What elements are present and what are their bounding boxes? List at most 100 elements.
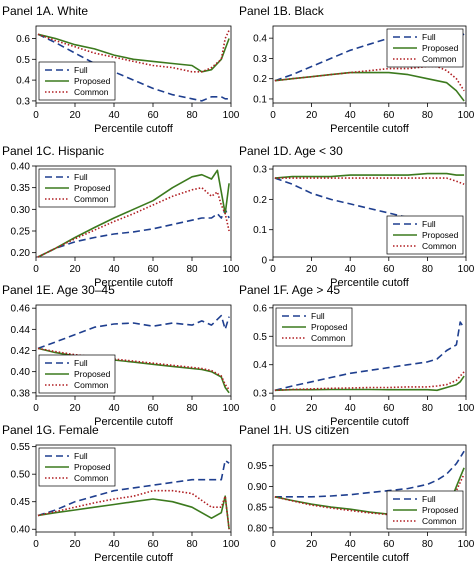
y-tick-label: 0.4 [16,76,30,87]
x-tick-label: 20 [69,110,81,121]
x-tick-label: 0 [33,264,39,275]
series-line-proposed [274,71,465,102]
panel-1: Panel 1A. White 0.3 0.4 0.5 0.6 0 20 40 60 80 100 P… [2,4,240,135]
y-tick-label: 0.5 [16,55,30,66]
y-tick-label: 0.2 [253,195,267,206]
y-tick-label: 0.95 [248,461,268,472]
x-tick-label: 0 [270,403,276,414]
series-line-common [37,186,230,258]
panel-4: Panel 1D. Age < 30 0 0.1 0.2 0.3 0 20 40 60 80 100… [239,144,474,289]
x-tick-label: 60 [147,264,159,275]
x-tick-label: 100 [223,110,240,121]
y-tick-label: 0.3 [16,96,30,107]
x-tick-label: 60 [383,539,395,550]
y-tick-label: 0.40 [11,525,31,536]
panel-title: Panel 1C. Hispanic [2,144,104,158]
x-axis-label: Percentile cutoff [94,277,174,289]
x-tick-label: 20 [306,110,318,121]
panel-title: Panel 1H. US citizen [239,423,349,437]
y-tick-label: 0.6 [253,303,267,314]
x-tick-label: 80 [186,539,198,550]
x-tick-label: 40 [345,539,357,550]
y-tick-label: 0.46 [11,304,31,315]
series-line-full [37,33,230,102]
legend-box [38,61,116,101]
legend-label: Common [422,54,457,64]
x-tick-label: 40 [108,110,120,121]
x-tick-label: 100 [458,539,474,550]
panel-title: Panel 1G. Female [2,423,99,437]
legend-label: Proposed [74,462,111,472]
series-line-common [274,371,465,392]
legend-label: Common [74,87,109,97]
legend-label: Proposed [422,230,459,240]
x-tick-label: 80 [186,264,198,275]
y-tick-label: 0 [261,256,267,267]
y-tick-label: 0.1 [253,94,267,105]
legend-label: Proposed [422,43,459,53]
legend-label: Full [422,32,436,42]
series-line-full [274,321,465,392]
x-tick-label: 100 [223,264,240,275]
y-tick-label: 0.90 [248,482,268,493]
panel-3: Panel 1C. Hispanic 0.20 0.25 0.30 0.35 0.40 0 2… [2,144,240,289]
legend-label: Full [74,172,88,182]
x-tick-label: 60 [383,403,395,414]
series-line-full [274,450,465,498]
y-tick-label: 0.4 [253,360,267,371]
legend-label: Common [422,516,457,526]
legend-label: Proposed [422,505,459,515]
panel-8: Panel 1H. US citizen 0.80 0.85 0.90 0.95 0 20 4… [239,423,474,564]
y-tick-label: 0.80 [248,523,268,534]
x-tick-label: 60 [147,403,159,414]
x-tick-label: 0 [270,539,276,550]
x-tick-label: 100 [458,264,474,275]
series-line-proposed [274,375,465,392]
x-tick-label: 20 [69,264,81,275]
x-tick-label: 100 [223,403,240,414]
panel-2: Panel 1B. Black 0.1 0.2 0.3 0.4 0 20 40 60 80 100 P… [239,4,474,135]
y-tick-label: 0.4 [253,34,267,45]
y-tick-label: 0.42 [11,346,31,357]
y-tick-label: 0.40 [11,367,31,378]
legend-label: Full [74,65,88,75]
panel-title: Panel 1D. Age < 30 [239,144,343,158]
x-axis-label: Percentile cutoff [94,552,174,564]
legend-label: Proposed [74,369,111,379]
y-tick-label: 0.3 [253,389,267,400]
x-tick-label: 60 [147,539,159,550]
x-tick-label: 80 [422,110,434,121]
x-axis-label: Percentile cutoff [94,416,174,428]
x-tick-label: 40 [345,264,357,275]
legend-label: Full [74,451,88,461]
y-tick-label: 0.35 [11,183,31,194]
x-tick-label: 60 [147,110,159,121]
y-tick-label: 0.85 [248,503,268,514]
x-tick-label: 20 [306,403,318,414]
x-tick-label: 20 [306,264,318,275]
y-tick-label: 0.25 [11,227,31,238]
x-tick-label: 80 [422,403,434,414]
panel-6: Panel 1F. Age > 45 0.3 0.4 0.5 0.6 0 20 40 60 80 1… [239,283,474,428]
y-tick-label: 0.30 [11,205,31,216]
y-tick-label: 0.44 [11,325,31,336]
x-axis-label: Percentile cutoff [94,123,174,135]
legend-label: Common [74,380,109,390]
series-line-common [37,29,230,73]
x-tick-label: 40 [345,110,357,121]
series-line-full [37,314,230,350]
legend-label: Full [422,494,436,504]
x-tick-label: 100 [458,403,474,414]
legend-label: Proposed [74,183,111,193]
x-axis-label: Percentile cutoff [330,552,410,564]
y-tick-label: 0.3 [253,54,267,65]
x-tick-label: 0 [270,264,276,275]
panel-title: Panel 1F. Age > 45 [239,283,340,297]
